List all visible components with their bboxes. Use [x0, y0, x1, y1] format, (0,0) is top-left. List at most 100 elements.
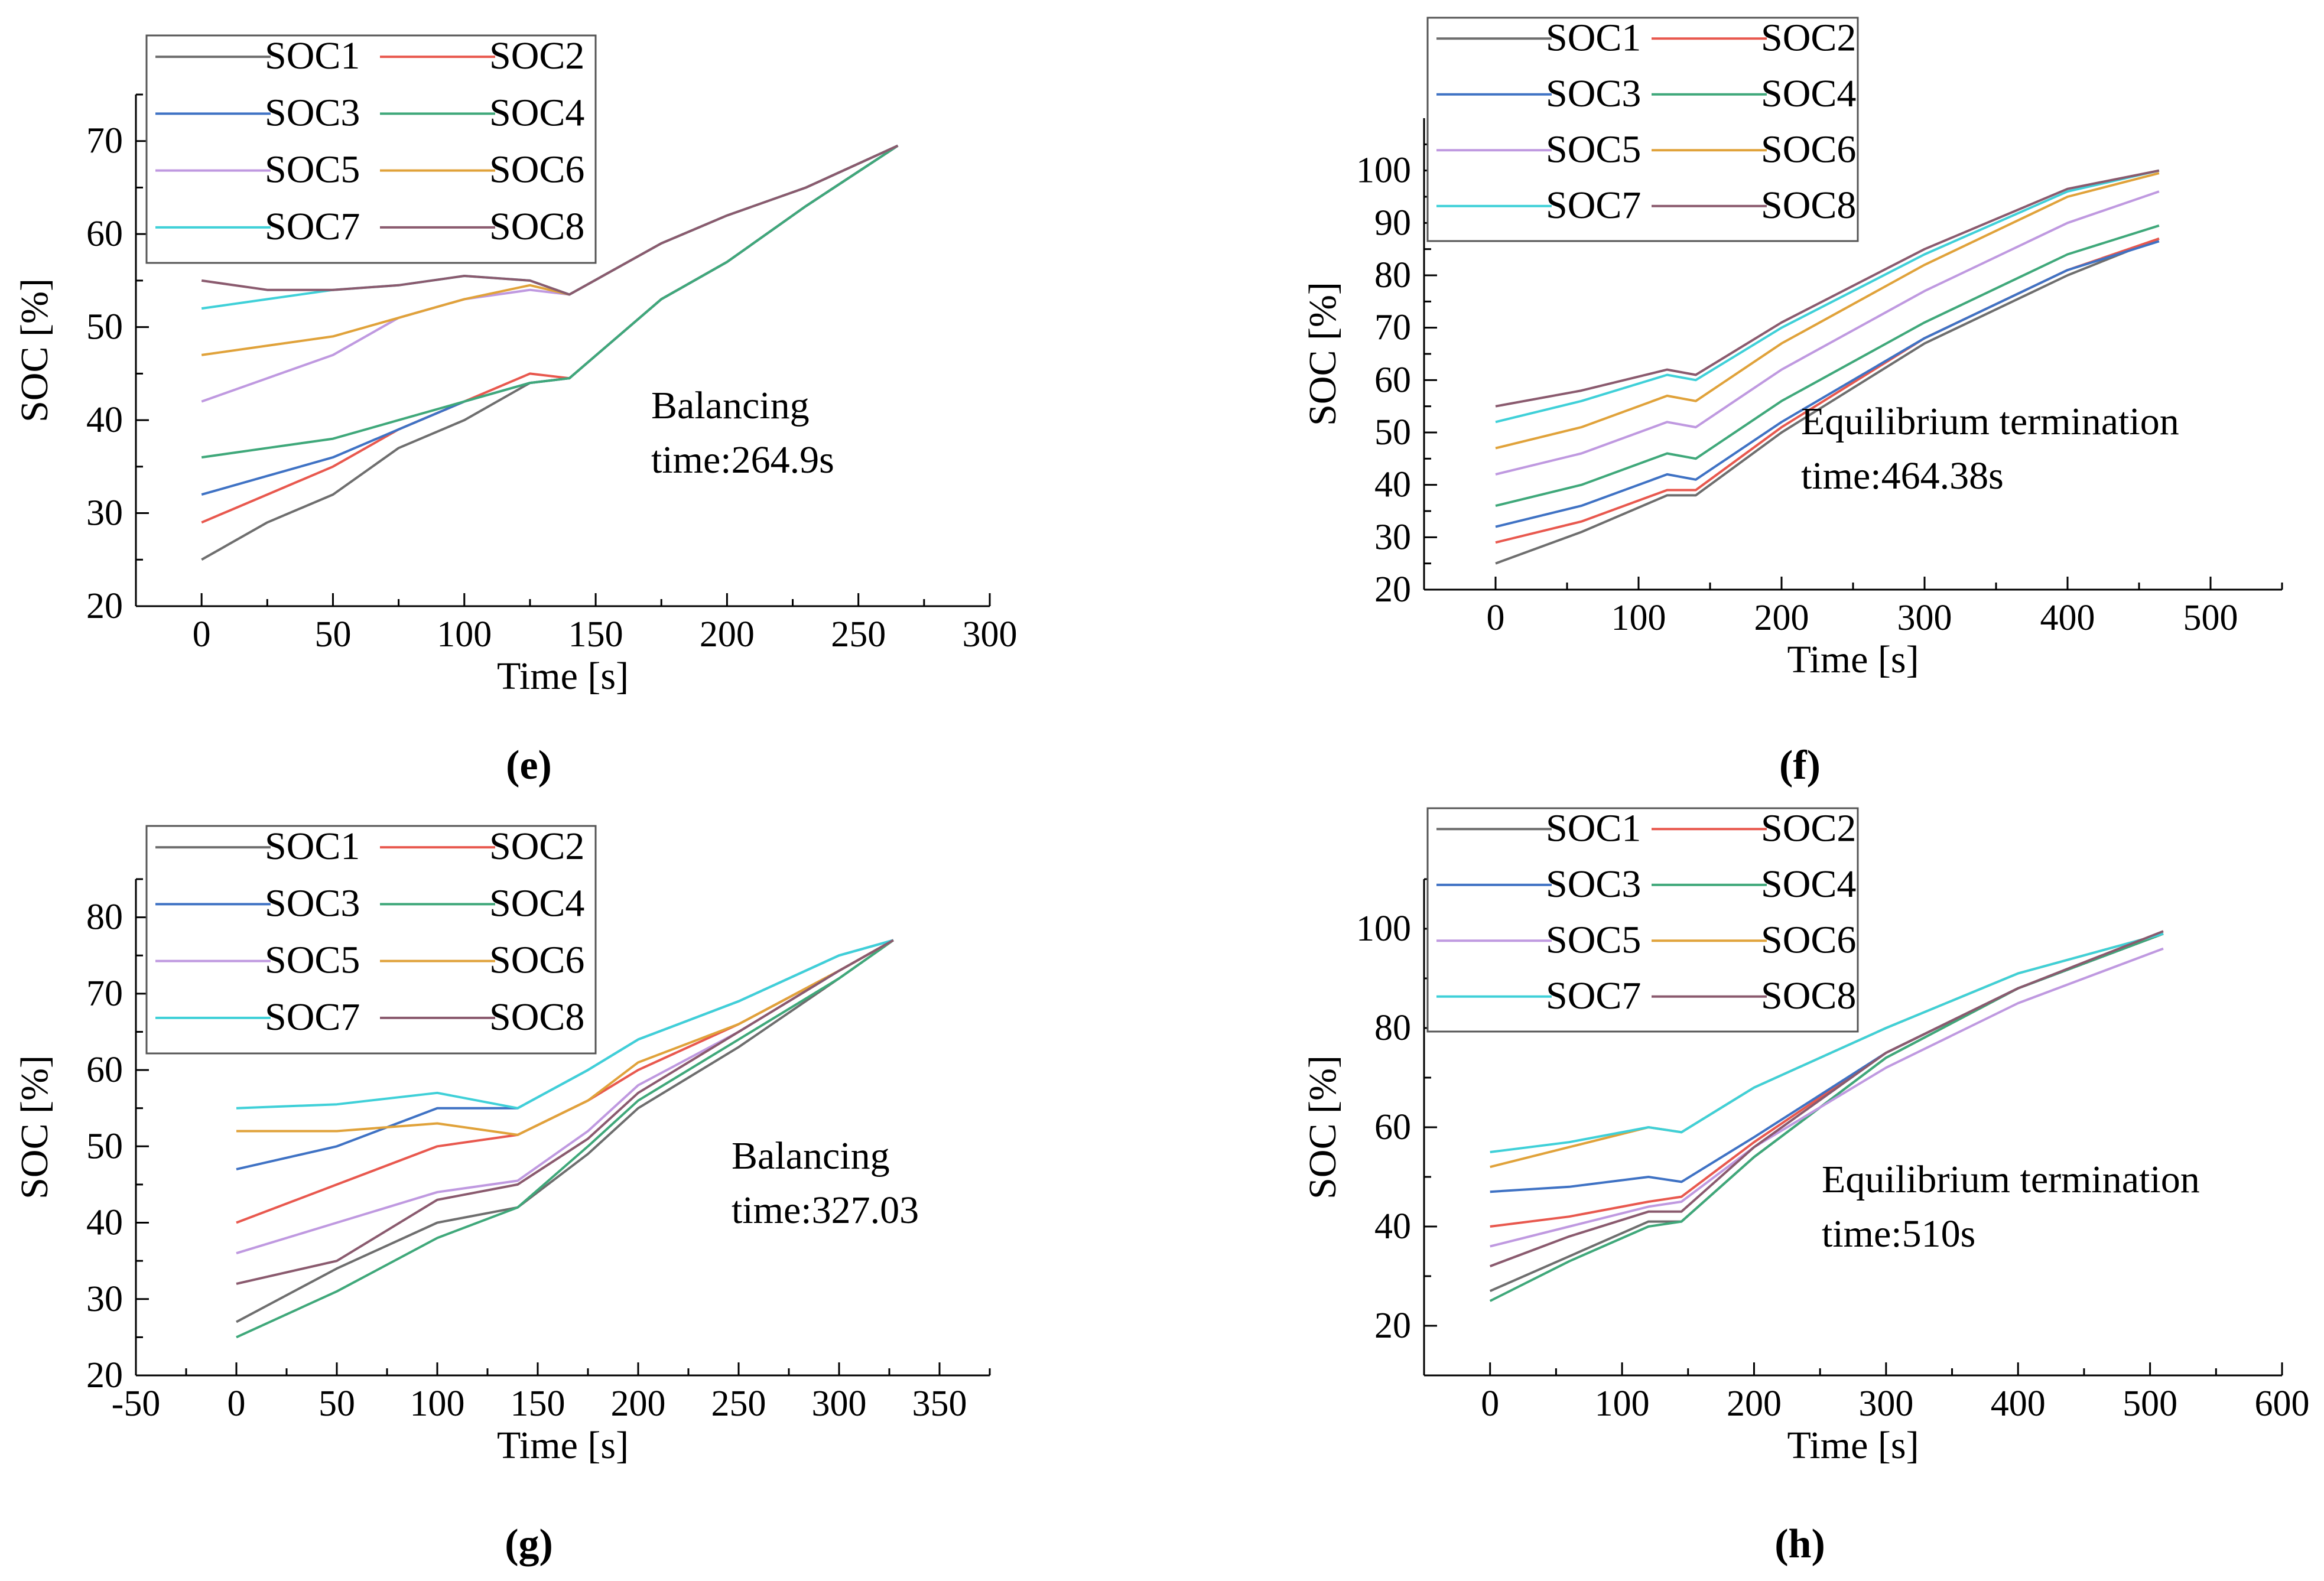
legend-box [145, 825, 597, 1055]
legend-label: SOC4 [1761, 863, 1856, 906]
legend-label: SOC8 [489, 205, 584, 248]
series-line-soc6 [236, 939, 894, 1136]
panel-caption: (f) [1779, 743, 1821, 788]
legend-label: SOC3 [265, 91, 360, 134]
x-tick-label: 350 [912, 1384, 967, 1424]
legend-label: SOC7 [1546, 974, 1641, 1017]
y-tick-label: 40 [86, 1203, 123, 1243]
legend-label: SOC6 [1761, 128, 1856, 171]
chart-panel-g: -50 0 50 100 150 200 250 300 350 20 30 40 50 60 70 80 Ti… [0, 790, 1162, 1581]
panel-caption: (e) [506, 743, 552, 788]
chart-panel-f: 0 100 200 300 400 500 20 30 40 50 60 70 80 90 100 Time … [1162, 0, 2323, 790]
series-line-soc8 [1495, 169, 2160, 408]
y-tick-label: 80 [1374, 255, 1411, 295]
annotation-text: Equilibrium termination [1822, 1158, 2200, 1201]
annotation-text: Balancing [651, 384, 810, 427]
y-tick-label: 40 [1374, 1206, 1411, 1247]
x-tick-label: 50 [314, 614, 351, 655]
y-tick-label: 20 [86, 586, 123, 626]
legend-label: SOC7 [265, 205, 360, 248]
series-line-soc7 [236, 939, 894, 1110]
legend-label: SOC7 [265, 996, 360, 1039]
x-tick-label: 0 [1481, 1384, 1499, 1424]
series-line-soc7 [1490, 932, 2164, 1153]
chart-panel-e: 0 50 100 150 200 250 300 20 30 40 50 60 70 Time [s] SO… [0, 0, 1162, 790]
y-tick-label: 60 [86, 214, 123, 254]
annotation-text: time:510s [1822, 1212, 1975, 1255]
legend-label: SOC8 [1761, 184, 1856, 227]
y-tick-label: 40 [1374, 465, 1411, 505]
y-tick-label: 80 [86, 897, 123, 938]
x-tick-label: 300 [1858, 1384, 1913, 1424]
series-line-soc8 [201, 144, 899, 296]
y-tick-label: 50 [86, 1126, 123, 1166]
x-tick-label: 100 [410, 1384, 465, 1424]
x-tick-label: 400 [1991, 1384, 2046, 1424]
y-axis-label: SOC [%] [13, 1055, 56, 1199]
chart-svg: 0 50 100 150 200 250 300 20 30 40 50 60 70 Time [s] SO… [13, 34, 1018, 788]
series-line-soc8 [1489, 930, 2164, 1268]
y-tick-label: 20 [86, 1355, 123, 1395]
x-tick-label: 0 [193, 614, 211, 655]
y-tick-label: 100 [1356, 151, 1411, 191]
x-tick-label: 200 [1754, 598, 1809, 638]
y-axis-label: SOC [%] [13, 278, 56, 422]
x-tick-label: 300 [812, 1384, 867, 1424]
series-line-soc6 [1495, 172, 2160, 450]
y-tick-label: 60 [1374, 360, 1411, 400]
x-tick-label: 250 [831, 614, 886, 655]
y-tick-label: 70 [86, 121, 123, 161]
x-tick-label: 100 [1595, 1384, 1650, 1424]
x-tick-label: 600 [2255, 1384, 2310, 1424]
x-tick-label: 500 [2123, 1384, 2177, 1424]
x-tick-label: 200 [700, 614, 755, 655]
x-axis-label: Time [s] [497, 655, 629, 698]
series-line-soc1 [236, 939, 894, 1323]
series-line-soc7 [1495, 169, 2160, 424]
x-axis-label: Time [s] [1787, 638, 1919, 681]
annotation-text: time:264.9s [651, 438, 834, 482]
y-axis-label: SOC [%] [1301, 282, 1344, 426]
legend-label: SOC6 [1761, 918, 1856, 961]
y-tick-label: 80 [1374, 1008, 1411, 1048]
legend-label: SOC2 [1761, 16, 1856, 59]
x-tick-label: 100 [437, 614, 492, 655]
x-tick-label: 50 [318, 1384, 355, 1424]
x-tick-label: 300 [1897, 598, 1952, 638]
y-tick-label: 60 [1374, 1107, 1411, 1147]
x-tick-label: 150 [568, 614, 623, 655]
series-line-soc4 [1495, 224, 2160, 508]
chart-svg: 0 100 200 300 400 500 600 20 40 60 80 100 Time [s] SO… [1301, 806, 2310, 1567]
legend-label: SOC3 [1546, 863, 1641, 906]
x-tick-label: 0 [227, 1384, 246, 1424]
panel-caption: (g) [505, 1521, 553, 1567]
legend-label: SOC8 [1761, 974, 1856, 1017]
legend-label: SOC5 [1546, 918, 1641, 961]
legend-label: SOC1 [265, 34, 360, 77]
y-tick-label: 30 [86, 493, 123, 533]
legend-label: SOC7 [1546, 184, 1641, 227]
legend-box [1426, 807, 1859, 1033]
series-line-soc3 [1495, 240, 2160, 528]
chart-panel-h: 0 100 200 300 400 500 600 20 40 60 80 100 Time [s] SO… [1162, 790, 2323, 1581]
annotation-text: Balancing [732, 1134, 890, 1177]
y-tick-label: 50 [86, 307, 123, 347]
annotation-text: time:464.38s [1801, 454, 2004, 497]
legend-label: SOC5 [265, 148, 360, 191]
x-tick-label: 0 [1487, 598, 1505, 638]
x-tick-label: 250 [711, 1384, 766, 1424]
legend-label: SOC6 [489, 939, 584, 982]
legend-label: SOC8 [489, 996, 584, 1039]
legend-label: SOC2 [489, 825, 584, 868]
x-tick-label: 200 [1727, 1384, 1782, 1424]
legend-label: SOC2 [489, 34, 584, 77]
legend-label: SOC5 [265, 939, 360, 982]
legend-label: SOC3 [1546, 72, 1641, 115]
x-tick-label: 100 [1611, 598, 1666, 638]
legend-label: SOC1 [1546, 806, 1641, 850]
chart-svg: 0 100 200 300 400 500 20 30 40 50 60 70 80 90 100 Time … [1301, 16, 2283, 788]
x-tick-label: 500 [2183, 598, 2238, 638]
series-line-soc4 [236, 939, 894, 1339]
x-tick-label: 200 [611, 1384, 666, 1424]
